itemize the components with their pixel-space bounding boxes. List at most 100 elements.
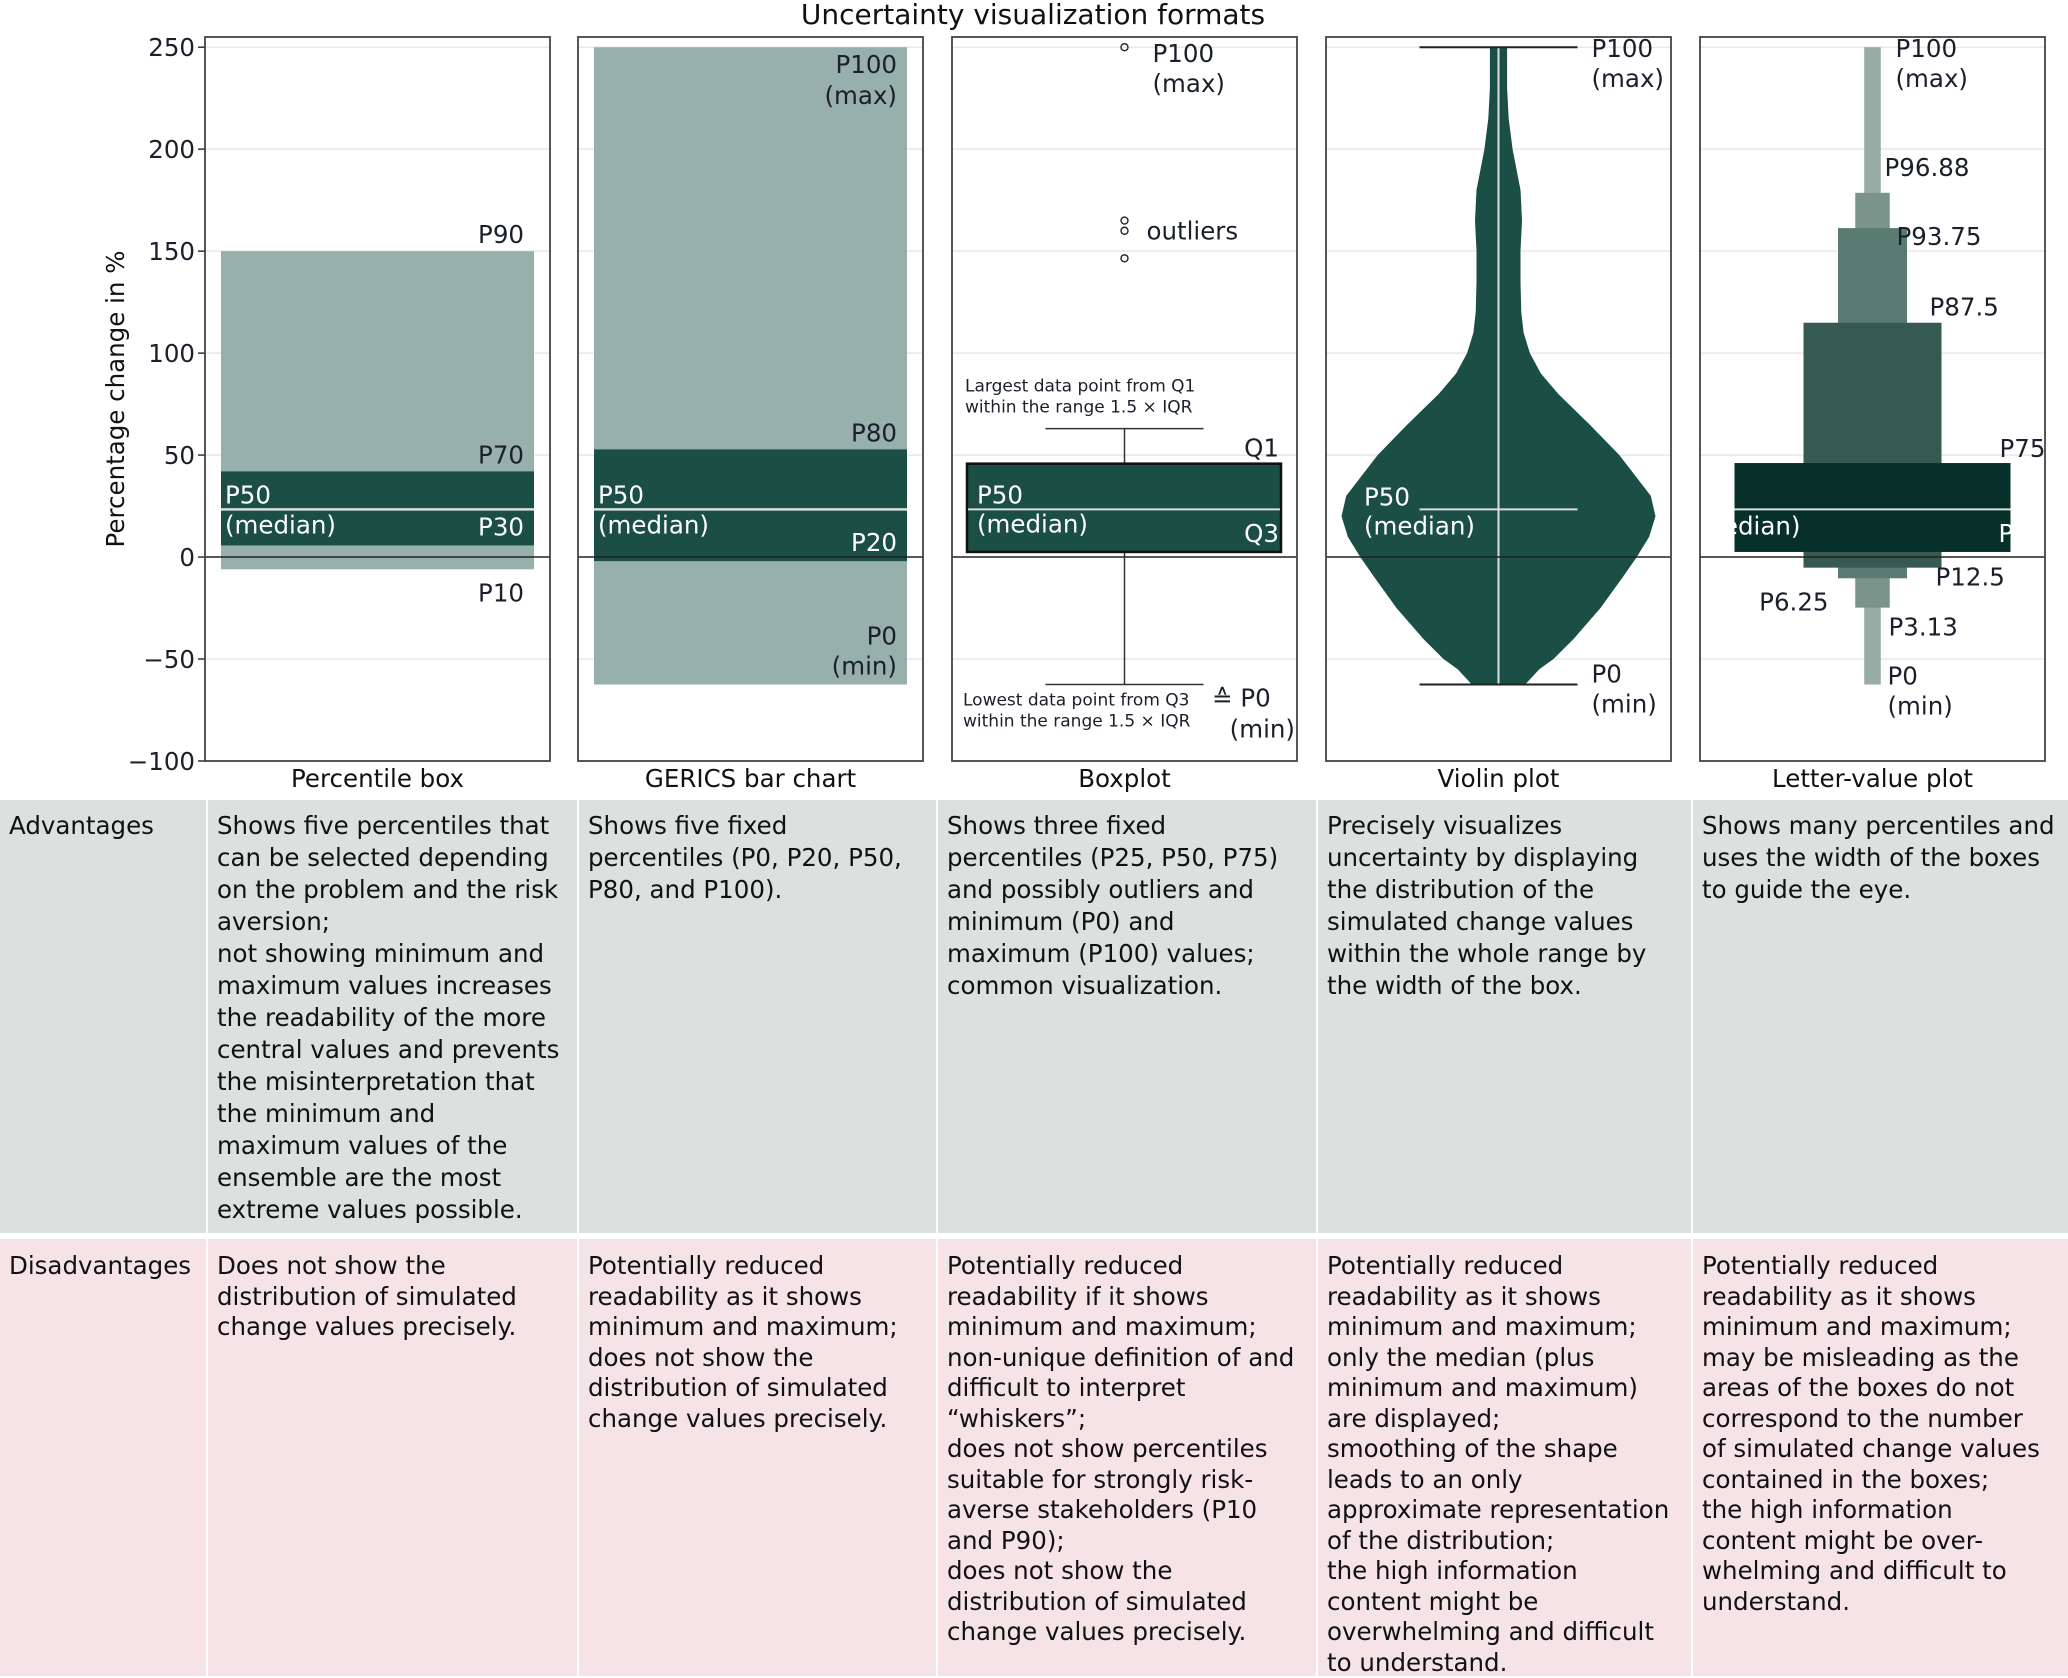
letter-value-label: P87.5 [1930, 293, 1999, 322]
median-label-sub: (median) [977, 509, 1088, 538]
percentile-label: P30 [478, 512, 524, 541]
letter-value-label: P0 [1888, 662, 1918, 691]
y-tick-label: −50 [143, 645, 195, 674]
panel-gerics-bar-chart: P100(max) P80 P20 P0(min) P50(median) GERICS … [577, 36, 924, 793]
lower-whisker-note: Lowest data point from Q3 [963, 691, 1189, 711]
panel-x-label: Boxplot [1078, 764, 1171, 793]
panel-body [1734, 47, 2011, 685]
median-label: P50 [1364, 482, 1410, 511]
min-label-sub: (min) [1230, 715, 1295, 744]
percentile-label: (median) [225, 510, 336, 539]
outlier-point [1120, 42, 1129, 52]
panel-boxplot: P100(max) outliers Largest data point from… [951, 36, 1298, 793]
panel-body [965, 42, 1283, 686]
panel-frame [577, 36, 924, 762]
outlier-point [1120, 216, 1129, 225]
percentile-label: P0 [867, 622, 897, 651]
max-label: P100 [1592, 34, 1654, 63]
y-axis-ticks: −100 −50 0 50 100 150 200 250 [128, 33, 205, 776]
percentile-label: (median) [598, 510, 709, 539]
panel-frame [951, 36, 1298, 762]
q3-label: Q3 [1244, 519, 1279, 548]
chart-title: Uncertainty visualization formats [801, 0, 1265, 31]
advantages-gerics-bar-chart: Shows five fixed percentiles (P0, P20, P… [577, 800, 936, 1233]
percentile-label: (min) [832, 652, 897, 681]
q1-label: Q1 [1244, 434, 1279, 463]
y-tick-label: 250 [148, 33, 195, 62]
panel-percentile-box: P90 P70 P30 P10 P50(median) Percentile box [204, 36, 551, 793]
letter-value-label: P93.75 [1897, 222, 1982, 251]
outer-percentile-bar [594, 47, 907, 685]
max-label-sub: (max) [1153, 69, 1226, 98]
median-label: P50 [977, 480, 1023, 509]
advantages-header: Advantages [0, 800, 206, 1233]
median-label-sub: (median) [1364, 511, 1475, 540]
y-tick-label: 50 [164, 441, 195, 470]
upper-whisker-note: Largest data point from Q1 [965, 377, 1195, 397]
y-axis-label: Percentage change in % [101, 251, 130, 548]
max-label: P100 [1153, 39, 1215, 68]
letter-value-label: P6.25 [1759, 587, 1828, 616]
advantages-letter-value-plot: Shows many percentiles and uses the widt… [1691, 800, 2068, 1233]
panel-x-label: Percentile box [291, 764, 464, 793]
disadvantages-letter-value-plot: Potentially reduced readability as it sh… [1691, 1239, 2068, 1676]
advantages-violin-plot: Precisely visualizes uncertainty by disp… [1316, 800, 1691, 1233]
letter-value-label: (max) [1896, 64, 1969, 93]
percentile-label: P100 [835, 50, 897, 79]
letter-value-label: P100 [1896, 34, 1958, 63]
chart: Uncertainty visualization formats Percen… [101, 0, 2046, 793]
min-label: P0 [1592, 660, 1622, 689]
outlier-point [1120, 254, 1129, 263]
percentile-label: P50 [598, 480, 644, 509]
advantages-percentile-box: Shows five percentiles that can be selec… [206, 800, 577, 1233]
panel-frame [204, 36, 551, 762]
panel-x-label: Letter-value plot [1772, 764, 1973, 793]
panel-letter-value-plot: P100(max) P96.88 P93.75 P87.5 P75 P50(median)… [1690, 34, 2046, 793]
panel-x-label: Violin plot [1438, 764, 1560, 793]
letter-value-label: (median) [1690, 511, 1801, 540]
min-label: ≙ P0 [1212, 684, 1271, 713]
disadvantages-boxplot: Potentially reduced readability if it sh… [936, 1239, 1316, 1676]
letter-value-label: P25 [1999, 519, 2045, 548]
y-tick-label: 0 [179, 543, 195, 572]
percentile-label: P70 [478, 440, 524, 469]
y-tick-label: 150 [148, 237, 195, 266]
outliers-label: outliers [1147, 217, 1239, 246]
panel-body [221, 251, 534, 570]
min-label-sub: (min) [1592, 690, 1657, 719]
panel-x-label: GERICS bar chart [645, 764, 857, 793]
disadvantages-row: Disadvantages Does not show the distribu… [0, 1239, 2068, 1677]
panel-violin-plot: P100(max) P50(median) P0(min) Violin plot [1325, 34, 1672, 793]
y-tick-label: 200 [148, 135, 195, 164]
advantages-row: Advantages Shows five percentiles that c… [0, 800, 2068, 1233]
advantages-boxplot: Shows three fixed percentiles (P25, P50,… [936, 800, 1316, 1233]
percentile-label: P90 [478, 220, 524, 249]
disadvantages-header: Disadvantages [0, 1239, 206, 1676]
letter-value-label: P12.5 [1936, 563, 2005, 592]
disadvantages-violin-plot: Potentially reduced readability as it sh… [1316, 1239, 1691, 1677]
y-tick-label: 100 [148, 339, 195, 368]
y-tick-label: −100 [128, 747, 195, 776]
lower-whisker-note: within the range 1.5 × IQR [963, 712, 1191, 732]
panel-frame [1325, 36, 1672, 762]
panel-body [1341, 46, 1656, 686]
percentile-label: P80 [851, 418, 897, 447]
percentile-label: P50 [225, 480, 271, 509]
letter-value-label: P3.13 [1889, 613, 1958, 642]
inner-percentile-bar [594, 449, 907, 562]
letter-value-label: P75 [2000, 434, 2046, 463]
percentile-label: (max) [825, 81, 898, 110]
panel-body [594, 47, 907, 685]
upper-whisker-note: within the range 1.5 × IQR [965, 398, 1193, 418]
panel-frame [1699, 36, 2046, 762]
letter-value-box [1734, 463, 2011, 552]
iqr-box [965, 462, 1283, 554]
letter-value-label: (min) [1888, 692, 1953, 721]
max-label-sub: (max) [1592, 64, 1665, 93]
outlier-point [1120, 226, 1129, 235]
letter-value-label: P96.88 [1885, 153, 1970, 182]
disadvantages-gerics-bar-chart: Potentially reduced readability as it sh… [577, 1239, 936, 1676]
percentile-label: P20 [851, 528, 897, 557]
letter-value-label: P50 [1690, 482, 1736, 511]
